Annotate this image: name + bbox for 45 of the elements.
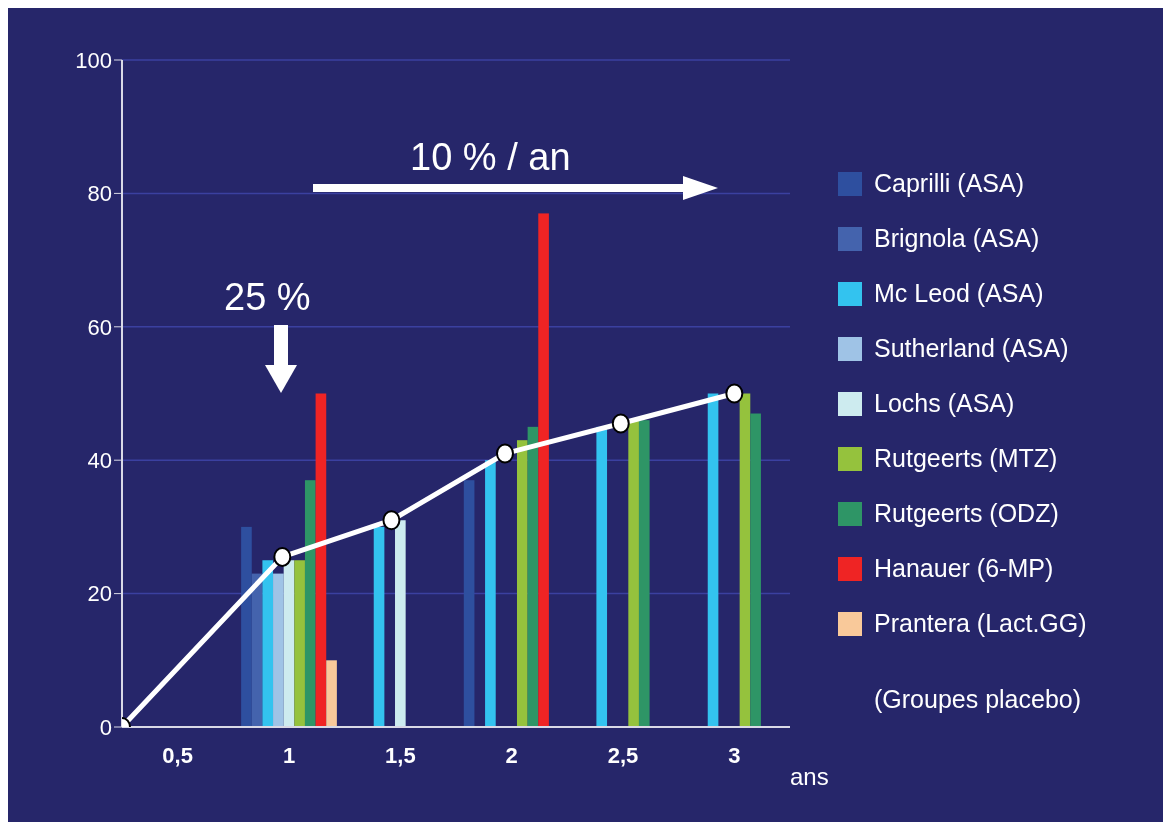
legend-label: Caprilli (ASA) (874, 169, 1025, 198)
legend-label: Rutgeerts (ODZ) (874, 499, 1059, 528)
legend-label: Sutherland (ASA) (874, 334, 1069, 363)
bar (516, 440, 528, 727)
x-tick-label: 0,5 (162, 742, 193, 768)
bar (326, 660, 337, 727)
bar (395, 520, 406, 727)
y-tick-label: 20 (87, 581, 112, 607)
legend-title: (Groupes placebo) (874, 685, 1083, 714)
bar (485, 460, 496, 727)
y-tick-label: 100 (75, 47, 112, 73)
x-tick-label: 3 (728, 742, 741, 768)
bar (750, 413, 761, 727)
bar (707, 393, 719, 727)
y-tick-label: 80 (87, 181, 112, 207)
legend-label: Mc Leod (ASA) (874, 279, 1044, 308)
bar (527, 426, 539, 727)
bar (628, 420, 639, 727)
bar (273, 573, 284, 727)
x-tick-label: 1,5 (385, 742, 416, 768)
bar (294, 560, 305, 727)
y-tick-label: 60 (87, 314, 112, 340)
legend-label: Rutgeerts (MTZ) (874, 444, 1058, 473)
bar (315, 393, 327, 727)
legend-label: Lochs (ASA) (874, 389, 1015, 418)
bar (638, 420, 650, 727)
y-tick-label: 0 (99, 714, 112, 740)
bar (262, 560, 274, 727)
annotation: 25 % (224, 276, 311, 319)
x-axis-title: ans (790, 763, 829, 791)
annotation: 10 % / an (410, 136, 571, 179)
bar (373, 526, 385, 727)
bar (463, 480, 475, 727)
bar (739, 393, 751, 727)
x-tick-label: 1 (282, 742, 296, 768)
x-tick-label: 2,5 (607, 742, 639, 768)
legend-label: Brignola (ASA) (874, 224, 1040, 253)
legend-label: Hanauer (6-MP) (874, 554, 1054, 583)
bar (538, 213, 549, 727)
x-tick-label: 2 (505, 742, 518, 768)
y-tick-label: 40 (87, 448, 112, 474)
bar (304, 480, 316, 727)
legend-label: Prantera (Lact.GG) (874, 609, 1087, 638)
bar (283, 560, 295, 727)
bar (241, 526, 252, 727)
